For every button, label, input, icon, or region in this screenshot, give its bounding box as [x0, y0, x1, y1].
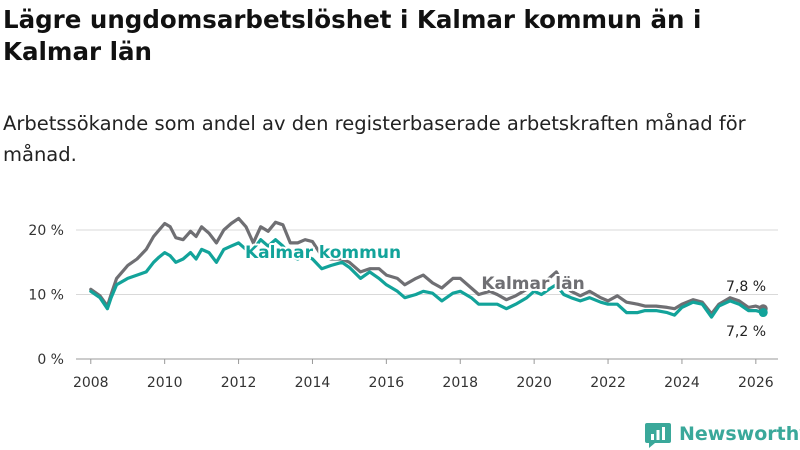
newsworthy-logo[interactable]: Newsworthy	[645, 420, 800, 448]
series-label: Kalmar kommun	[245, 243, 401, 263]
brand-name: Newsworthy	[679, 423, 800, 445]
y-tick-label: 20 %	[28, 223, 64, 239]
line-chart: 0 % 10 % 20 % 2008 2010 2012 2014 2016 2018 2020 2…	[28, 216, 778, 391]
series-label: Kalmar län	[481, 274, 584, 294]
series-line	[89, 238, 765, 319]
series-labels: Kalmar län 7,8 % Kalmar kommun 7,2 %	[243, 241, 766, 340]
x-tick-label: 2020	[516, 375, 552, 391]
x-tick-label: 2010	[147, 375, 183, 391]
end-value-label: 7,8 %	[726, 279, 766, 295]
x-tick-label: 2012	[221, 375, 257, 391]
x-tick-label: 2022	[590, 375, 626, 391]
series-end-point	[758, 308, 768, 318]
x-tick-label: 2016	[369, 375, 405, 391]
x-tick-label: 2018	[442, 375, 478, 391]
axes: 0 % 10 % 20 % 2008 2010 2012 2014 2016 2018 2020 2…	[28, 223, 773, 391]
series-line	[89, 216, 765, 316]
series-lines	[89, 216, 768, 319]
x-tick-label: 2008	[73, 375, 109, 391]
x-tick-label: 2026	[738, 375, 774, 391]
y-tick-label: 10 %	[28, 288, 64, 304]
end-value-label: 7,2 %	[726, 324, 766, 340]
y-tick-label: 0 %	[37, 352, 64, 368]
x-tick-label: 2024	[664, 375, 700, 391]
chart-subtitle: Arbetssökande som andel av den registerb…	[3, 112, 746, 166]
x-tick-label: 2014	[295, 375, 331, 391]
grid-lines	[76, 229, 778, 360]
chart-title: Lägre ungdomsarbetslöshet i Kalmar kommu…	[3, 5, 702, 66]
bar-chart-logo-icon	[645, 423, 671, 448]
